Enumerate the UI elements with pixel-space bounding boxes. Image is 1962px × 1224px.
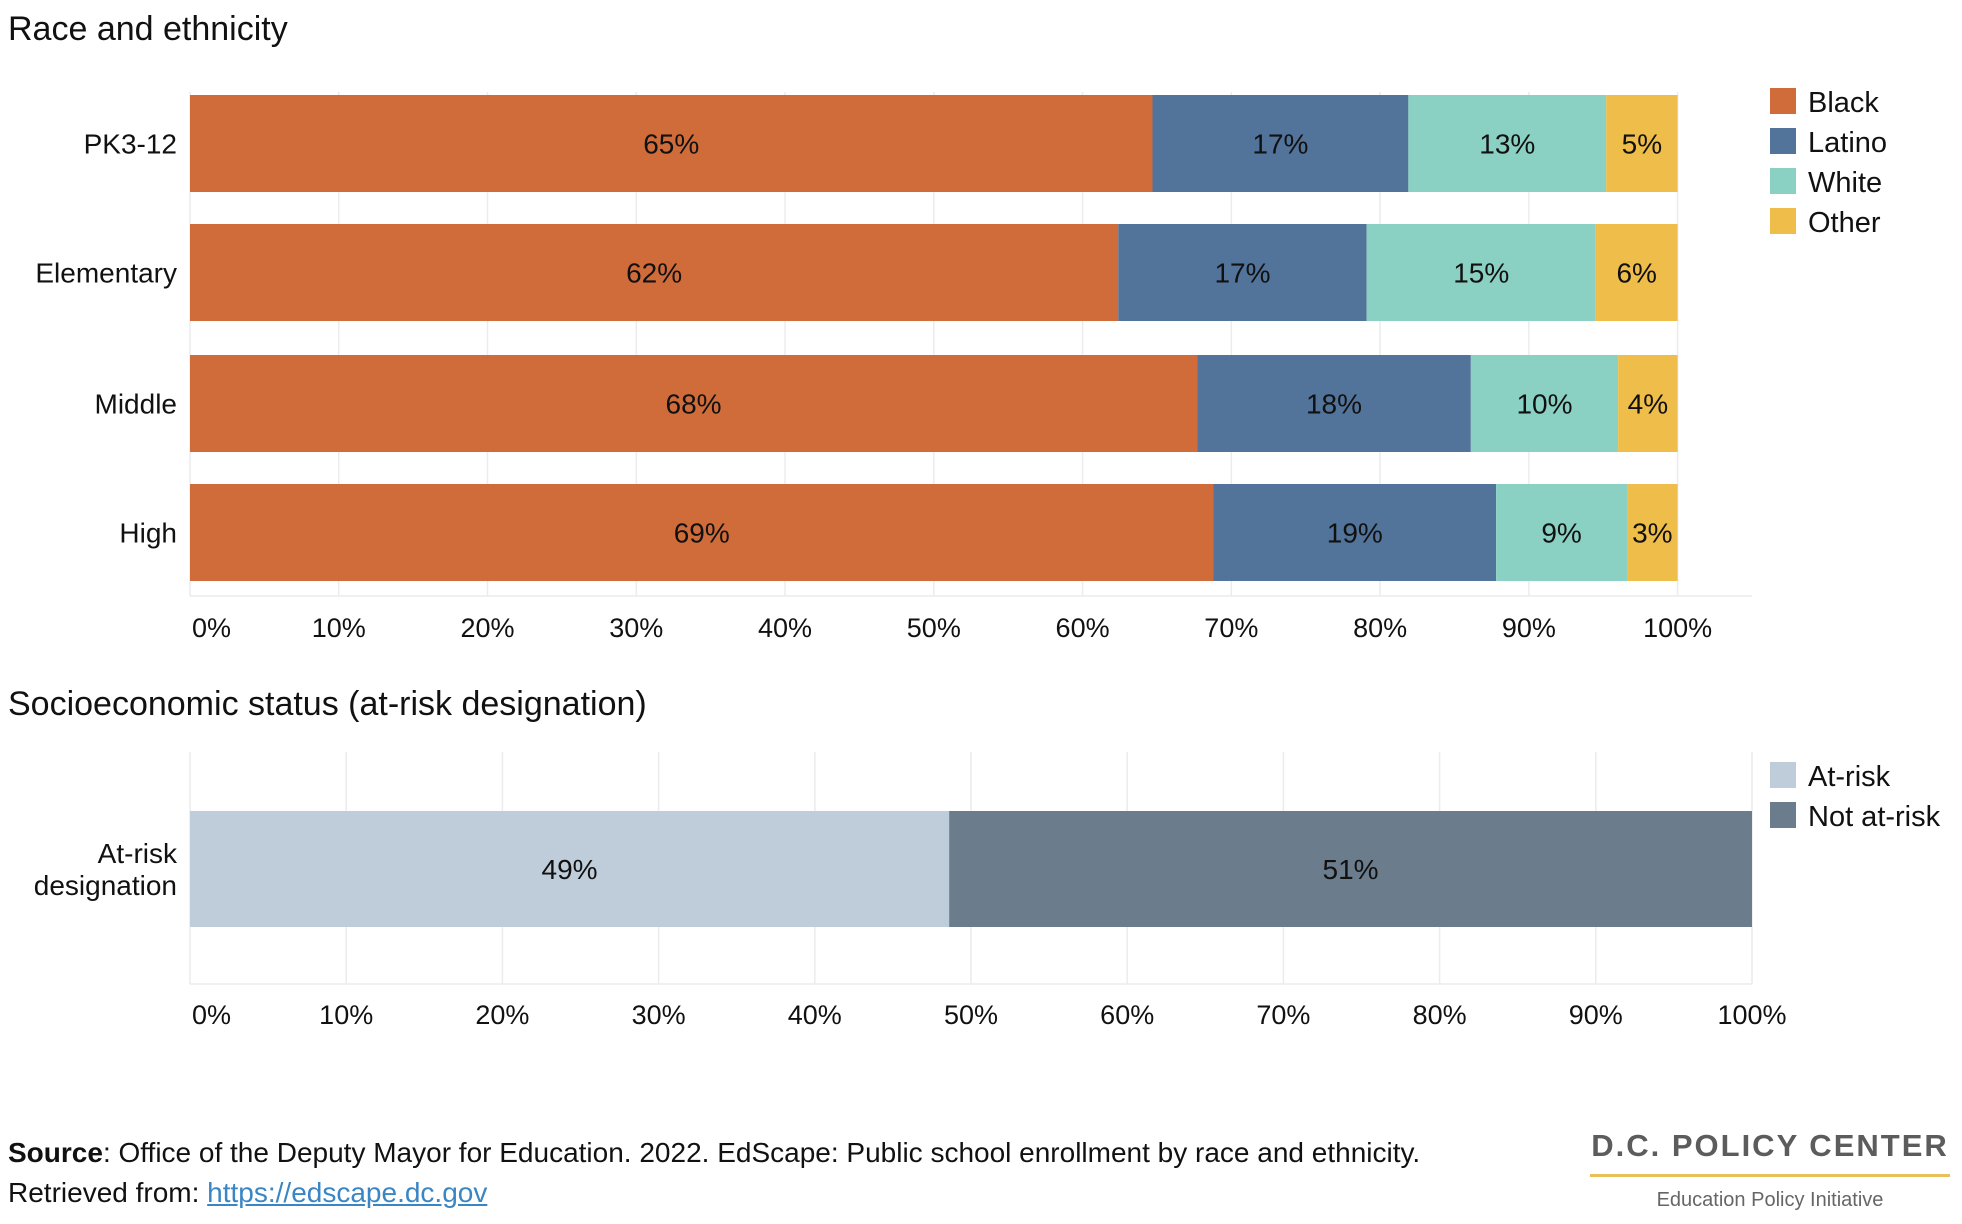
bar-latino [1118,224,1367,321]
x-tick-label: 0% [192,1000,231,1030]
x-tick-label: 80% [1413,1000,1467,1030]
x-tick-label: 20% [461,613,515,643]
dc-policy-center-logo: D.C. POLICY CENTER Education Policy Init… [1590,1128,1950,1212]
source-note: Source: Office of the Deputy Mayor for E… [8,1133,1528,1213]
bar-white [1408,95,1607,192]
logo-subtitle: Education Policy Initiative [1656,1189,1884,1211]
data-label: 65% [643,129,699,160]
bar-white [1366,224,1596,321]
bar-black [190,224,1119,321]
x-tick-label: 20% [475,1000,529,1030]
bar-black [190,484,1214,581]
logo-title: D.C. POLICY CENTER [1590,1128,1950,1177]
x-tick-label: 50% [907,613,961,643]
source-label: Source [8,1137,103,1168]
socioeconomic-chart: Socioeconomic status (at-risk designatio… [8,685,1941,1030]
bar-black [190,355,1198,452]
bar-at-risk [190,811,950,927]
data-label: 18% [1306,389,1362,420]
data-label: 19% [1327,518,1383,549]
source-text: : Office of the Deputy Mayor for Educati… [8,1137,1421,1208]
data-label: 10% [1516,389,1572,420]
data-label: 68% [666,389,722,420]
category-label: High [119,518,177,549]
x-tick-label: 30% [609,613,663,643]
x-tick-label: 40% [758,613,812,643]
legend-label-at-risk: At-risk [1808,761,1891,793]
bar-black [190,95,1153,192]
legend-label-other: Other [1808,207,1881,239]
x-tick-label: 10% [319,1000,373,1030]
bar-latino [1213,484,1497,581]
bar-white [1470,355,1619,452]
category-label: Middle [95,389,177,420]
data-label: 51% [1323,854,1379,885]
source-link[interactable]: https://edscape.dc.gov [207,1177,488,1208]
legend-label-white: White [1808,167,1882,199]
data-label: 15% [1453,258,1509,289]
x-tick-label: 30% [632,1000,686,1030]
x-tick-label: 100% [1717,1000,1786,1030]
data-label: 17% [1214,258,1270,289]
data-label: 49% [542,854,598,885]
race-ethnicity-chart: Race and ethnicity 0% 10% 20% 30% 40% 50% 60% 70… [8,10,1887,643]
x-tick-label: 0% [192,613,231,643]
category-label: At-risk [98,838,178,869]
bar-white [1496,484,1628,581]
data-label: 69% [674,518,730,549]
data-label: 3% [1632,518,1672,549]
legend-swatch-black [1770,88,1796,114]
chart-title: Race and ethnicity [8,10,288,48]
category-label: PK3-12 [84,129,177,160]
data-label: 9% [1541,518,1581,549]
x-tick-label: 70% [1256,1000,1310,1030]
bar-latino [1152,95,1409,192]
legend-swatch-at-risk [1770,762,1796,788]
legend-swatch-white [1770,168,1796,194]
data-label: 6% [1616,258,1656,289]
x-tick-label: 80% [1353,613,1407,643]
category-label: Elementary [35,258,177,289]
data-label: 4% [1628,389,1668,420]
data-label: 17% [1252,129,1308,160]
bar-other [1627,484,1678,581]
x-tick-label: 40% [788,1000,842,1030]
legend-label-not-at-risk: Not at-risk [1808,801,1941,833]
x-tick-label: 70% [1204,613,1258,643]
data-label: 5% [1622,129,1662,160]
legend-label-latino: Latino [1808,127,1887,159]
data-label: 62% [626,258,682,289]
x-tick-label: 50% [944,1000,998,1030]
bar-not-at-risk [949,811,1752,927]
legend-swatch-latino [1770,128,1796,154]
bar-latino [1197,355,1471,452]
x-tick-label: 100% [1643,613,1712,643]
legend-swatch-other [1770,208,1796,234]
legend-swatch-not-at-risk [1770,802,1796,828]
x-tick-label: 60% [1056,613,1110,643]
category-label: designation [34,870,177,901]
legend-label-black: Black [1808,87,1879,119]
data-label: 13% [1479,129,1535,160]
bar-other [1618,355,1678,452]
bar-other [1595,224,1678,321]
x-tick-label: 10% [312,613,366,643]
x-tick-label: 60% [1100,1000,1154,1030]
x-tick-label: 90% [1502,613,1556,643]
chart-title: Socioeconomic status (at-risk designatio… [8,685,647,723]
bar-other [1606,95,1678,192]
x-tick-label: 90% [1569,1000,1623,1030]
